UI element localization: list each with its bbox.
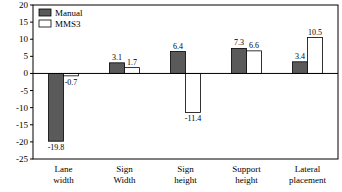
y-tick (30, 107, 33, 108)
y-tick-label: 20 (19, 0, 29, 10)
y-tick-label: 10 (19, 34, 29, 44)
y-tick (30, 159, 33, 160)
x-tick-label-line: Sign (116, 164, 133, 174)
data-label: -11.4 (185, 114, 201, 123)
chart: -25 -20 -15 -10 -5 0 5 10 15 20 -19.8 3.1 6.4 7.3 3.4 -… (0, 0, 342, 192)
x-tick-label-line: Width (113, 175, 136, 185)
plot-frame (33, 5, 338, 159)
x-tick-label: Lanewidth (53, 164, 74, 185)
bars (49, 38, 323, 142)
bar (247, 51, 262, 74)
y-tick (30, 56, 33, 57)
x-tick-label-line: Lane (55, 164, 73, 174)
bar (125, 68, 140, 74)
data-label: 7.3 (234, 38, 244, 47)
x-tick-label: Signheight (174, 164, 197, 185)
data-label: 6.6 (249, 41, 259, 50)
y-tick (30, 90, 33, 91)
legend-swatch (39, 20, 51, 27)
x-tick-label-line: height (174, 175, 197, 185)
legend-label: Manual (55, 8, 83, 18)
data-label: 1.7 (127, 58, 137, 67)
bar (293, 62, 308, 74)
y-tick-label: -25 (16, 154, 28, 164)
x-tick-label-line: Lateral (295, 164, 321, 174)
x-tick-label-line: placement (289, 175, 326, 185)
y-tick-label: -10 (16, 103, 28, 113)
bar (308, 38, 323, 74)
bar (186, 73, 201, 112)
y-tick-label: 15 (19, 17, 29, 27)
y-tick (30, 5, 33, 6)
data-label: 6.4 (173, 42, 183, 51)
x-tick-label: Supportheight (232, 164, 261, 185)
legend-swatch (39, 9, 51, 16)
legend-label: MMS3 (55, 19, 81, 29)
zero-line (33, 73, 338, 74)
x-tick-label: SignWidth (113, 164, 136, 185)
y-tick-label: 0 (24, 68, 29, 78)
bar (232, 48, 247, 73)
bar (171, 52, 186, 74)
x-tick-label-line: Support (232, 164, 261, 174)
y-tick-label: -15 (16, 120, 28, 130)
x-tick-label: Lateralplacement (289, 164, 326, 185)
data-label: -0.7 (65, 78, 78, 87)
y-tick (30, 39, 33, 40)
x-tick-label-line: width (53, 175, 74, 185)
data-label: -19.8 (48, 143, 65, 152)
y-tick-label: 5 (24, 51, 29, 61)
data-label: 3.1 (112, 53, 122, 62)
y-tick (30, 124, 33, 125)
bar (110, 63, 125, 74)
y-tick-label: -20 (16, 137, 28, 147)
data-label: 3.4 (295, 52, 305, 61)
bar (49, 73, 64, 141)
y-tick (30, 141, 33, 142)
y-tick (30, 73, 33, 74)
y-tick-label: -5 (21, 86, 29, 96)
x-tick-label-line: Sign (177, 164, 194, 174)
data-label: 10.5 (308, 28, 322, 37)
x-tick-label-line: height (235, 175, 258, 185)
y-tick (30, 22, 33, 23)
